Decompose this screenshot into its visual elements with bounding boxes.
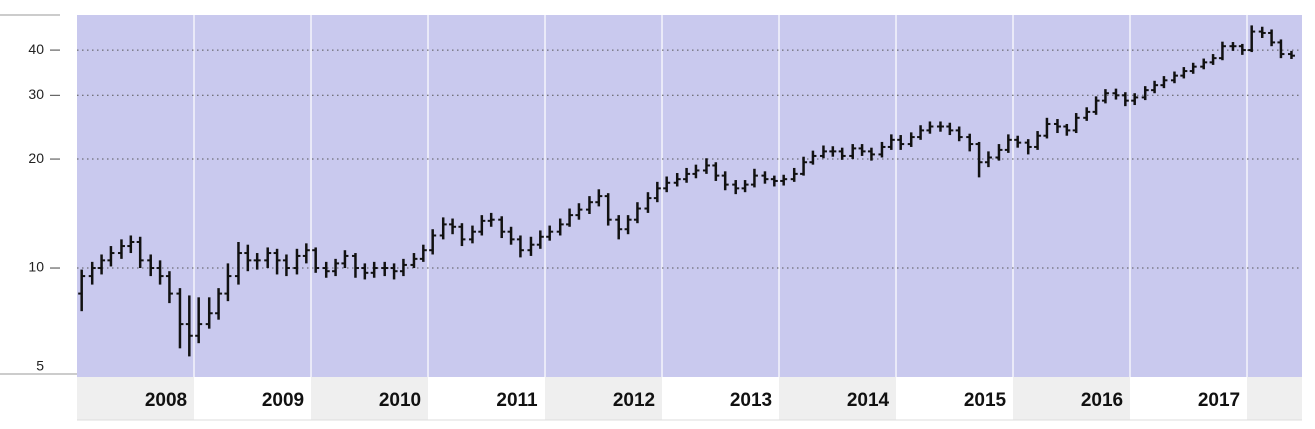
x-axis-band: [1013, 377, 1131, 420]
x-tick-label: 2009: [262, 390, 304, 411]
y-tick-label: 20: [28, 150, 44, 166]
x-tick-label: 2014: [847, 390, 890, 411]
x-axis-band: [428, 377, 546, 420]
x-tick-label: 2017: [1198, 390, 1240, 411]
x-axis-band: [77, 377, 195, 420]
x-tick-label: 2015: [964, 390, 1007, 411]
y-tick-label: 10: [28, 259, 44, 275]
x-tick-label: 2008: [145, 390, 187, 411]
x-axis-band: [545, 377, 663, 420]
x-axis-band: [194, 377, 312, 420]
x-axis-band: [1130, 377, 1248, 420]
y-tick-label: 5: [36, 358, 44, 374]
x-axis-band: [311, 377, 429, 420]
x-tick-label: 2016: [1081, 390, 1123, 411]
plot-background: [77, 15, 1302, 377]
x-tick-label: 2010: [379, 390, 421, 411]
x-tick-label: 2012: [613, 390, 655, 411]
x-axis-band: [1247, 377, 1302, 420]
x-axis-band: [896, 377, 1014, 420]
x-axis-band: [662, 377, 780, 420]
x-tick-label: 2013: [730, 390, 772, 411]
x-axis-band: [779, 377, 897, 420]
y-tick-label: 30: [28, 86, 44, 102]
y-tick-label: 40: [28, 41, 44, 57]
x-tick-label: 2011: [496, 390, 538, 411]
